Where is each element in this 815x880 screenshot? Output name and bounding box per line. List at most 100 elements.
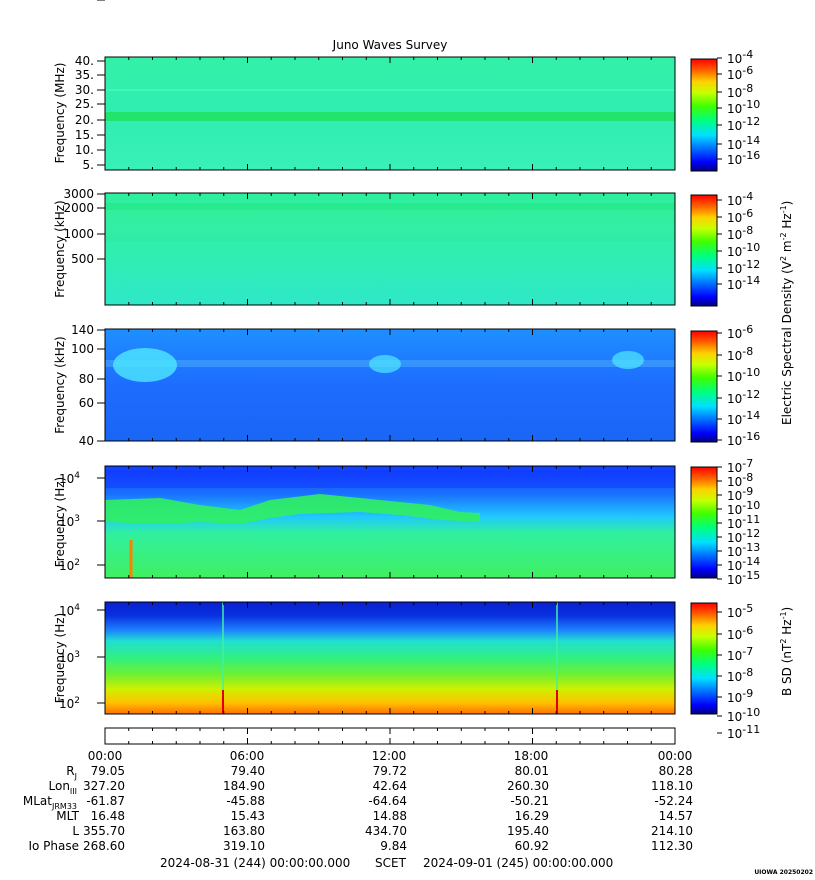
cbar-tick-label: 10-6 — [727, 624, 753, 642]
panel-lfr-low — [104, 465, 676, 579]
cbar-tick-label: 10-14 — [727, 134, 760, 152]
time-label: 12:00 — [372, 749, 407, 763]
y-tick-label: 40. — [75, 54, 94, 68]
y-tick-label: 10. — [75, 143, 94, 157]
ephemeris-value: 184.90 — [223, 779, 265, 793]
ephemeris-value: 42.64 — [373, 779, 407, 793]
y-tick-label: 100 — [71, 342, 94, 356]
emission-band-2mhz — [105, 203, 675, 210]
panel-magnetic — [104, 601, 676, 715]
emission-blob — [113, 348, 177, 382]
cbar-tick-label: 10-11 — [727, 723, 760, 741]
y-tick-label: 104 — [59, 471, 80, 486]
ephemeris-value: 112.30 — [651, 839, 693, 853]
y-tick-label: 15. — [75, 128, 94, 142]
ephemeris-row-label: RJ — [66, 764, 77, 781]
colorbar-3 — [690, 330, 718, 443]
cbar-tick-label: 10-7 — [727, 645, 753, 663]
y-tick-label: 40 — [79, 434, 94, 448]
cbar-tick-label: 10-6 — [727, 323, 753, 341]
y-tick-label: 140 — [71, 323, 94, 337]
emission-band-20mhz — [105, 112, 675, 121]
ephemeris-row-label: MLT — [56, 809, 79, 823]
ephemeris-value: 16.48 — [91, 809, 125, 823]
cbar-tick-label: 10-10 — [727, 499, 760, 517]
ephemeris-value: 195.40 — [507, 824, 549, 838]
cbar-tick-label: 10-14 — [727, 409, 760, 427]
ephemeris-value: 163.80 — [223, 824, 265, 838]
watermark: UIOWA 20250202 — [754, 869, 813, 876]
ephemeris-value: -45.88 — [226, 794, 265, 808]
ephemeris-value: 60.92 — [515, 839, 549, 853]
ephemeris-row-label: Io Phase — [28, 839, 79, 853]
ephemeris-value: 9.84 — [380, 839, 407, 853]
y-axis-label: Frequency (kHz) — [53, 336, 67, 433]
ephemeris-value: -52.24 — [654, 794, 693, 808]
ephemeris-value: -50.21 — [510, 794, 549, 808]
ephemeris-value: -64.64 — [368, 794, 407, 808]
y-tick-label: 102 — [59, 558, 80, 573]
y-axis-label: Frequency (kHz) — [53, 200, 67, 297]
y-tick-label: 102 — [59, 696, 80, 711]
cbar-tick-label: 10-8 — [727, 82, 753, 100]
y-tick-label: 35. — [75, 68, 94, 82]
y-axis-label: Frequency (MHz) — [53, 63, 67, 164]
y-tick-label: 1000 — [63, 227, 94, 241]
emission-whistler-band — [105, 494, 480, 524]
ephemeris-value: 79.40 — [231, 764, 265, 778]
cbar-tick-label: 10-9 — [727, 485, 753, 503]
cbar-tick-label: 10-12 — [727, 258, 760, 276]
y-tick-label: 2000 — [63, 201, 94, 215]
cbar-tick-label: 10-9 — [727, 687, 753, 705]
cbar-tick-label: 10-6 — [727, 64, 753, 82]
cbar-tick-label: 10-10 — [727, 366, 760, 384]
colorbar-5 — [690, 602, 718, 715]
time-label: 00:00 — [658, 749, 693, 763]
ephemeris-value: 327.20 — [83, 779, 125, 793]
emission-blob — [612, 351, 644, 369]
cbar-tick-label: 10-5 — [727, 602, 753, 620]
ephemeris-value: -61.87 — [86, 794, 125, 808]
cbar-tick-label: 10-10 — [727, 98, 760, 116]
ephemeris-value: 80.28 — [659, 764, 693, 778]
generated-axes: Frequency (MHz) 40.35.30.25. 20.15.10.5. 10… — [23, 0, 760, 853]
y-tick-label: 103 — [59, 650, 80, 665]
cbar-tick-label: 10-8 — [727, 345, 753, 363]
time-label: 06:00 — [230, 749, 265, 763]
emission-band-top — [105, 470, 675, 488]
ephemeris-value: 268.60 — [83, 839, 125, 853]
cbar-tick-label: 10-7 — [727, 457, 753, 475]
cbar-tick-label: 10-11 — [727, 513, 760, 531]
cbar-tick-label: 10-4 — [727, 48, 753, 66]
y-tick-label: 104 — [59, 603, 80, 618]
y-axis-label: Frequency (Hz) — [53, 477, 67, 568]
ephemeris-value: 79.72 — [373, 764, 407, 778]
ephemeris-value: 355.70 — [83, 824, 125, 838]
spectrogram-lfr-high — [105, 329, 675, 441]
ephemeris-row-label: L — [72, 824, 79, 838]
cbar-tick-label: 10-16 — [727, 149, 760, 167]
spectrogram-magnetic — [105, 602, 675, 714]
ephemeris-value: 14.57 — [659, 809, 693, 823]
panel-hfr-low — [104, 192, 676, 306]
emission-band-1mhz — [105, 235, 675, 241]
ephemeris-value: 80.01 — [515, 764, 549, 778]
cbar-tick-label: 10-10 — [727, 241, 760, 259]
footer-scet: SCET — [375, 856, 407, 870]
cbar-label-magnetic: B SD (nT2 Hz-1) — [779, 607, 794, 696]
ephemeris-row-label: MLatJRM33 — [23, 794, 77, 811]
ephemeris-value: 434.70 — [365, 824, 407, 838]
panel-lfr-high — [104, 328, 676, 442]
cbar-tick-label: 10-8 — [727, 666, 753, 684]
y-axis-label: Frequency (Hz) — [53, 613, 67, 704]
y-tick-label: 60 — [79, 396, 94, 410]
ephemeris-value: 79.05 — [91, 764, 125, 778]
ephemeris-row-label: LonIII — [49, 779, 78, 796]
y-tick-label: 500 — [71, 252, 94, 266]
ephemeris-value: 319.10 — [223, 839, 265, 853]
y-tick-label: 80 — [79, 372, 94, 386]
ephemeris-value: 14.88 — [373, 809, 407, 823]
y-tick-label: 3000 — [63, 187, 94, 201]
cbar-tick-label: 10-8 — [727, 224, 753, 242]
cbar-tick-label: 10-12 — [727, 388, 760, 406]
